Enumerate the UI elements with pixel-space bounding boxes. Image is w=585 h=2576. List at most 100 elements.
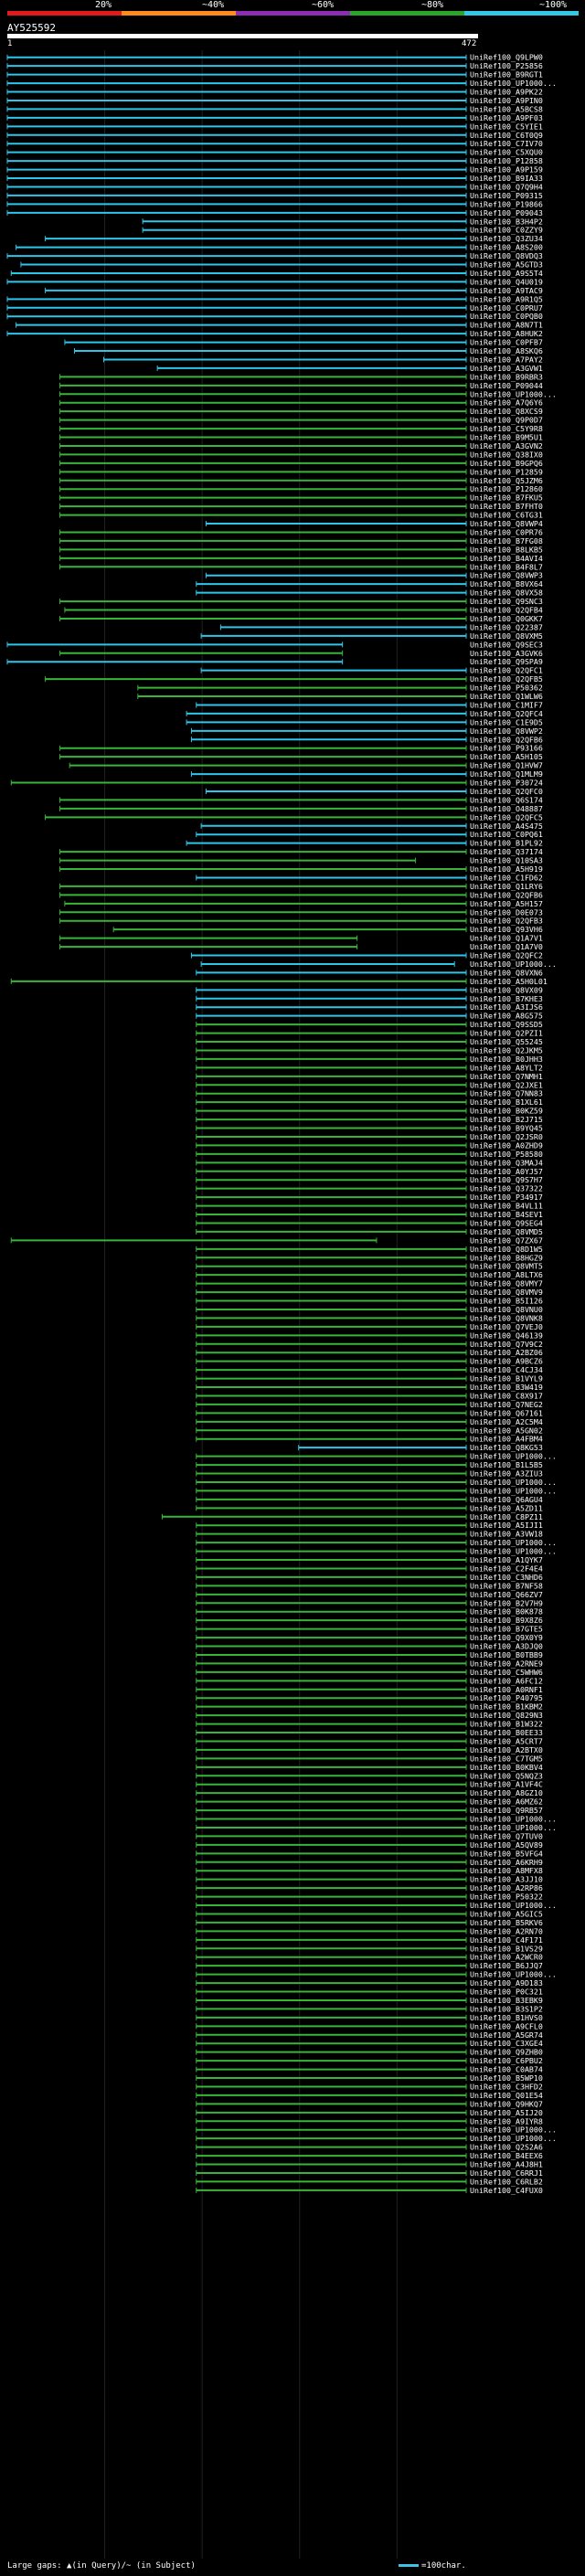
hit-label[interactable]: UniRef100_Q8VMY7 bbox=[470, 1279, 543, 1288]
hit-label[interactable]: UniRef100_B0TBB9 bbox=[470, 1650, 543, 1659]
hit-label[interactable]: UniRef100_UP1000... bbox=[470, 959, 557, 969]
hit-label[interactable]: UniRef100_B9M5U1 bbox=[470, 433, 543, 442]
hit-label[interactable]: UniRef100_C2F4E4 bbox=[470, 1564, 543, 1573]
hit-label[interactable]: UniRef100_Q5NQZ3 bbox=[470, 1771, 543, 1780]
hit-label[interactable]: UniRef100_B3H4P2 bbox=[470, 217, 543, 226]
hit-label[interactable]: UniRef100_C4CJ34 bbox=[470, 1365, 543, 1374]
hit-label[interactable]: UniRef100_B4F8L7 bbox=[470, 562, 543, 571]
hit-label[interactable]: UniRef100_B3EBK9 bbox=[470, 1996, 543, 2005]
hit-label[interactable]: UniRef100_Q93VH6 bbox=[470, 925, 543, 934]
hit-label[interactable]: UniRef100_B0K878 bbox=[470, 1607, 543, 1617]
hit-label[interactable]: UniRef100_B3S1P2 bbox=[470, 2004, 543, 2013]
hit-label[interactable]: UniRef100_Q4U019 bbox=[470, 277, 543, 286]
hit-label[interactable]: UniRef100_Q8VNK8 bbox=[470, 1313, 543, 1322]
hit-label[interactable]: UniRef100_Q10SA3 bbox=[470, 856, 543, 865]
hit-label[interactable]: UniRef100_Q8VXN6 bbox=[470, 968, 543, 977]
hit-label[interactable]: UniRef100_B1VS29 bbox=[470, 1944, 543, 1953]
hit-label[interactable]: UniRef100_P34917 bbox=[470, 1193, 543, 1202]
hit-label[interactable]: UniRef100_A4S475 bbox=[470, 822, 543, 831]
hit-label[interactable]: UniRef100_P30724 bbox=[470, 779, 543, 788]
hit-label[interactable]: UniRef100_Q8VX58 bbox=[470, 588, 543, 598]
hit-label[interactable]: UniRef100_B0KBV4 bbox=[470, 1763, 543, 1772]
hit-label[interactable]: UniRef100_Q1WLW6 bbox=[470, 692, 543, 701]
hit-label[interactable]: UniRef100_A5QV89 bbox=[470, 1840, 543, 1850]
hit-label[interactable]: UniRef100_Q9S7H7 bbox=[470, 1175, 543, 1184]
hit-label[interactable]: UniRef100_B1L5B5 bbox=[470, 1460, 543, 1469]
hit-label[interactable]: UniRef100_B0KZ59 bbox=[470, 1107, 543, 1116]
hit-label[interactable]: UniRef100_B5VFG4 bbox=[470, 1849, 543, 1858]
hit-label[interactable]: UniRef100_Q2QFB3 bbox=[470, 917, 543, 926]
hit-label[interactable]: UniRef100_Q0GKK7 bbox=[470, 614, 543, 623]
hit-label[interactable]: UniRef100_A3IJS6 bbox=[470, 1002, 543, 1012]
hit-label[interactable]: UniRef100_Q8VNU0 bbox=[470, 1305, 543, 1314]
hit-label[interactable]: UniRef100_C0ZZY9 bbox=[470, 226, 543, 235]
hit-label[interactable]: UniRef100_A8MFX8 bbox=[470, 1866, 543, 1875]
hit-label[interactable]: UniRef100_Q2QFB5 bbox=[470, 674, 543, 684]
hit-label[interactable]: UniRef100_Q7NN83 bbox=[470, 1089, 543, 1098]
hit-label[interactable]: UniRef100_Q1HVW7 bbox=[470, 761, 543, 770]
hit-label[interactable]: UniRef100_C8PZ11 bbox=[470, 1512, 543, 1521]
hit-label[interactable]: UniRef100_C3NHD6 bbox=[470, 1573, 543, 1582]
hit-label[interactable]: UniRef100_B2V7H9 bbox=[470, 1598, 543, 1607]
hit-label[interactable]: UniRef100_C6RLB2 bbox=[470, 2177, 543, 2186]
hit-label[interactable]: UniRef100_Q8VXM5 bbox=[470, 631, 543, 641]
hit-label[interactable]: UniRef100_A5GTD3 bbox=[470, 260, 543, 270]
hit-label[interactable]: UniRef100_Q7ZX67 bbox=[470, 1235, 543, 1245]
hit-label[interactable]: UniRef100_A8GZ10 bbox=[470, 1788, 543, 1797]
hit-label[interactable]: UniRef100_B7FKU5 bbox=[470, 493, 543, 503]
hit-label[interactable]: UniRef100_O48887 bbox=[470, 804, 543, 813]
hit-label[interactable]: UniRef100_A5GR74 bbox=[470, 2030, 543, 2040]
hit-label[interactable]: UniRef100_Q7NEG2 bbox=[470, 1400, 543, 1409]
hit-label[interactable]: UniRef100_A2RP86 bbox=[470, 1883, 543, 1892]
hit-label[interactable]: UniRef100_A3VW18 bbox=[470, 1530, 543, 1539]
hit-label[interactable]: UniRef100_C4F171 bbox=[470, 1935, 543, 1945]
hit-label[interactable]: UniRef100_B1PL92 bbox=[470, 839, 543, 848]
hit-label[interactable]: UniRef100_Q38IX0 bbox=[470, 450, 543, 459]
hit-label[interactable]: UniRef100_Q6S174 bbox=[470, 795, 543, 804]
hit-label[interactable]: UniRef100_C0PQ61 bbox=[470, 830, 543, 839]
hit-label[interactable]: UniRef100_Q66ZV7 bbox=[470, 1590, 543, 1599]
hit-label[interactable]: UniRef100_Q22387 bbox=[470, 622, 543, 631]
hit-label[interactable]: UniRef100_A8S200 bbox=[470, 243, 543, 252]
hit-label[interactable]: UniRef100_P12858 bbox=[470, 156, 543, 165]
hit-label[interactable]: UniRef100_Q9SSD5 bbox=[470, 1020, 543, 1029]
hit-label[interactable]: UniRef100_C0AB74 bbox=[470, 2065, 543, 2074]
hit-label[interactable]: UniRef100_A9P159 bbox=[470, 165, 543, 175]
hit-label[interactable]: UniRef100_C6RRJ1 bbox=[470, 2168, 543, 2178]
hit-label[interactable]: UniRef100_B3W419 bbox=[470, 1383, 543, 1392]
hit-label[interactable]: UniRef100_Q9SEC3 bbox=[470, 640, 543, 649]
hit-label[interactable]: UniRef100_B9YQ45 bbox=[470, 1124, 543, 1133]
hit-label[interactable]: UniRef100_B5RKV6 bbox=[470, 1918, 543, 1927]
hit-label[interactable]: UniRef100_B9IA33 bbox=[470, 174, 543, 183]
hit-label[interactable]: UniRef100_P12859 bbox=[470, 467, 543, 476]
hit-label[interactable]: UniRef100_C3HFD2 bbox=[470, 2082, 543, 2091]
hit-label[interactable]: UniRef100_C6PBU2 bbox=[470, 2056, 543, 2065]
hit-label[interactable]: UniRef100_Q8XCS9 bbox=[470, 407, 543, 416]
hit-label[interactable]: UniRef100_A3GVN2 bbox=[470, 441, 543, 451]
hit-label[interactable]: UniRef100_Q1A7V0 bbox=[470, 942, 543, 951]
hit-label[interactable]: UniRef100_A3JJ10 bbox=[470, 1875, 543, 1884]
hit-label[interactable]: UniRef100_B4SEV1 bbox=[470, 1210, 543, 1219]
hit-label[interactable]: UniRef100_B7FHT0 bbox=[470, 502, 543, 511]
hit-label[interactable]: UniRef100_Q2QFB6 bbox=[470, 890, 543, 899]
hit-label[interactable]: UniRef100_Q2JSR0 bbox=[470, 1132, 543, 1141]
hit-label[interactable]: UniRef100_UP1000... bbox=[470, 1970, 557, 1979]
hit-label[interactable]: UniRef100_A5ZD11 bbox=[470, 1503, 543, 1512]
hit-label[interactable]: UniRef100_UP1000... bbox=[470, 1547, 557, 1556]
hit-label[interactable]: UniRef100_A2BZ06 bbox=[470, 1348, 543, 1357]
hit-label[interactable]: UniRef100_B7KHE3 bbox=[470, 994, 543, 1003]
hit-label[interactable]: UniRef100_C5WHW6 bbox=[470, 1668, 543, 1677]
hit-label[interactable]: UniRef100_B4EEX6 bbox=[470, 2151, 543, 2160]
hit-label[interactable]: UniRef100_Q1MLM9 bbox=[470, 769, 543, 779]
hit-label[interactable]: UniRef100_UP1000... bbox=[470, 1486, 557, 1495]
hit-label[interactable]: UniRef100_A3DJQ0 bbox=[470, 1642, 543, 1651]
hit-label[interactable]: UniRef100_Q8VDQ3 bbox=[470, 251, 543, 260]
hit-label[interactable]: UniRef100_A0RNF1 bbox=[470, 1685, 543, 1694]
hit-label[interactable]: UniRef100_B1HVS0 bbox=[470, 2013, 543, 2022]
hit-label[interactable]: UniRef100_B2J715 bbox=[470, 1115, 543, 1124]
hit-label[interactable]: UniRef100_Q2JKM5 bbox=[470, 1045, 543, 1055]
hit-label[interactable]: UniRef100_A5H0L01 bbox=[470, 977, 548, 986]
hit-label[interactable]: UniRef100_C7TGM5 bbox=[470, 1754, 543, 1763]
hit-label[interactable]: UniRef100_UP1000... bbox=[470, 2125, 557, 2135]
hit-label[interactable]: UniRef100_B9GPQ6 bbox=[470, 459, 543, 468]
